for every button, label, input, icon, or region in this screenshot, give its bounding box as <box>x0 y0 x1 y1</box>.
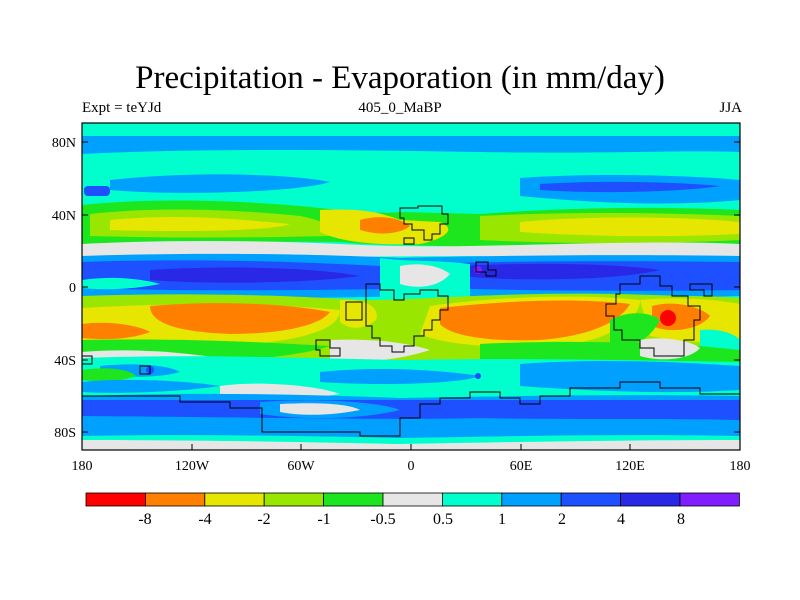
colorbar-label: 2 <box>558 511 566 528</box>
colorbar-label: -4 <box>198 511 211 528</box>
x-tick-label: 180 <box>730 459 751 474</box>
colorbar <box>85 492 740 507</box>
colorbar-swatch <box>85 492 146 507</box>
tick-marks <box>81 141 741 450</box>
colorbar-swatch <box>263 492 325 507</box>
x-tick-label: 120W <box>175 459 210 474</box>
colorbar-swatch <box>323 492 384 507</box>
y-tick-label: 40S <box>54 354 76 369</box>
season-label: JJA <box>719 100 742 116</box>
experiment-label: Expt = teYJd <box>82 100 162 116</box>
colorbar-label: -2 <box>257 511 270 528</box>
y-tick-label: 40N <box>52 209 76 224</box>
y-tick-label: 0 <box>69 281 76 296</box>
colorbar-label: -8 <box>138 511 151 528</box>
colorbar-swatch <box>382 492 443 507</box>
colorbar-swatch <box>441 492 503 507</box>
colorbar-swatch <box>204 492 265 507</box>
x-tick-label: 60E <box>510 459 533 474</box>
colorbar-swatch <box>501 492 562 507</box>
period-label: 405_0_MaBP <box>358 100 442 116</box>
map-title: Precipitation - Evaporation (in mm/day) <box>135 60 665 96</box>
colorbar-label: 0.5 <box>433 511 453 528</box>
y-tick-label: 80S <box>54 426 76 441</box>
colorbar-swatch <box>144 492 206 507</box>
x-tick-label: 180 <box>72 459 93 474</box>
colorbar-swatch <box>620 492 681 507</box>
colorbar-label: -1 <box>317 511 330 528</box>
y-tick-label: 80N <box>52 136 76 151</box>
colorbar-label: 1 <box>498 511 506 528</box>
coastlines <box>82 205 740 437</box>
colorbar-label: 8 <box>677 511 685 528</box>
x-tick-label: 60W <box>287 459 315 474</box>
colorbar-swatch <box>679 492 740 507</box>
x-tick-label: 0 <box>408 459 415 474</box>
x-tick-label: 120E <box>615 459 645 474</box>
colorbar-label: -0.5 <box>370 511 395 528</box>
colorbar-swatch <box>560 492 622 507</box>
colorbar-label: 4 <box>617 511 625 528</box>
pme-field <box>82 123 740 450</box>
